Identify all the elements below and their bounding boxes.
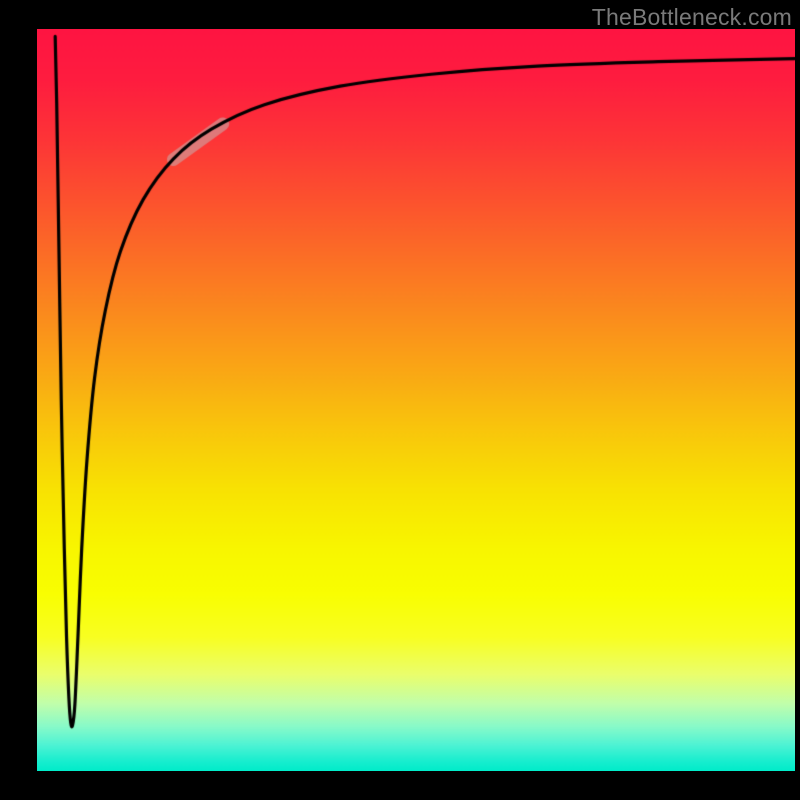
- watermark-text: TheBottleneck.com: [592, 4, 792, 31]
- chart-frame: TheBottleneck.com: [0, 0, 800, 800]
- plot-area: [37, 29, 795, 771]
- bottleneck-curve: [37, 29, 795, 771]
